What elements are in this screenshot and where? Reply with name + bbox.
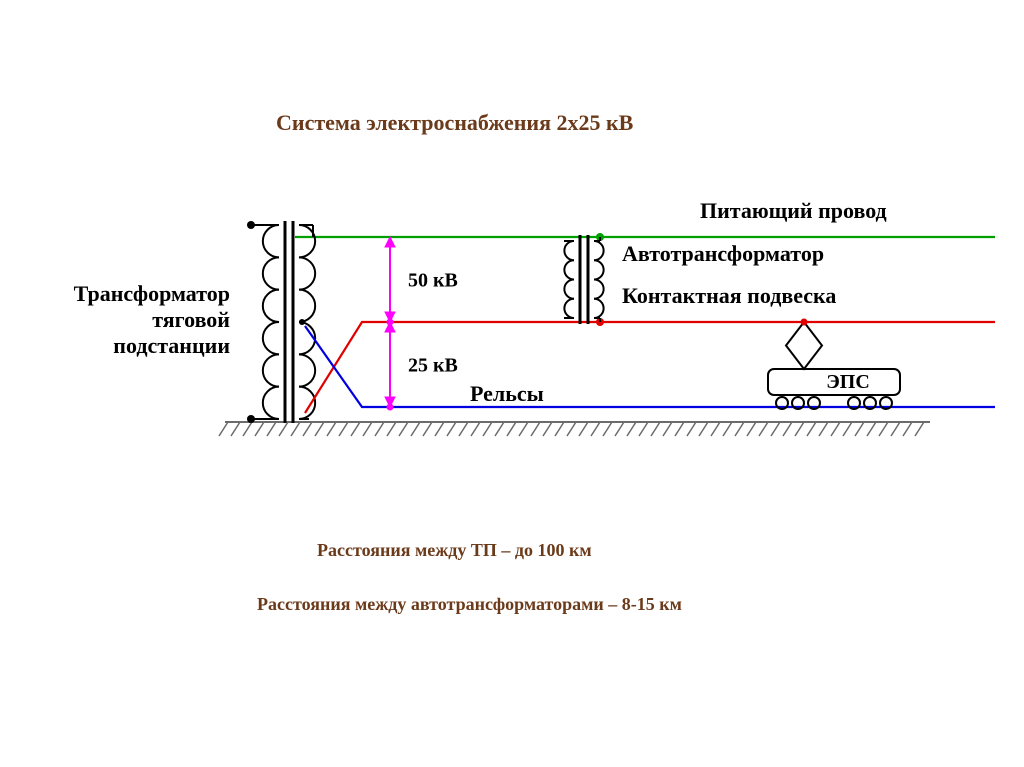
svg-text:Питающий провод: Питающий провод [700, 198, 887, 223]
svg-text:ЭПС: ЭПС [826, 371, 870, 393]
svg-text:Контактная подвеска: Контактная подвеска [622, 283, 836, 308]
svg-text:подстанции: подстанции [113, 333, 230, 358]
svg-text:Рельсы: Рельсы [470, 381, 544, 406]
svg-text:25 кВ: 25 кВ [408, 355, 458, 377]
svg-text:50 кВ: 50 кВ [408, 270, 458, 292]
svg-text:Автотрансформатор: Автотрансформатор [622, 241, 824, 266]
svg-text:Трансформатор: Трансформатор [74, 281, 230, 306]
power-supply-diagram: 50 кВ 25 кВ ЭПС Трансформатортяговойподстан… [0, 0, 1024, 767]
svg-text:тяговой: тяговой [152, 307, 230, 332]
